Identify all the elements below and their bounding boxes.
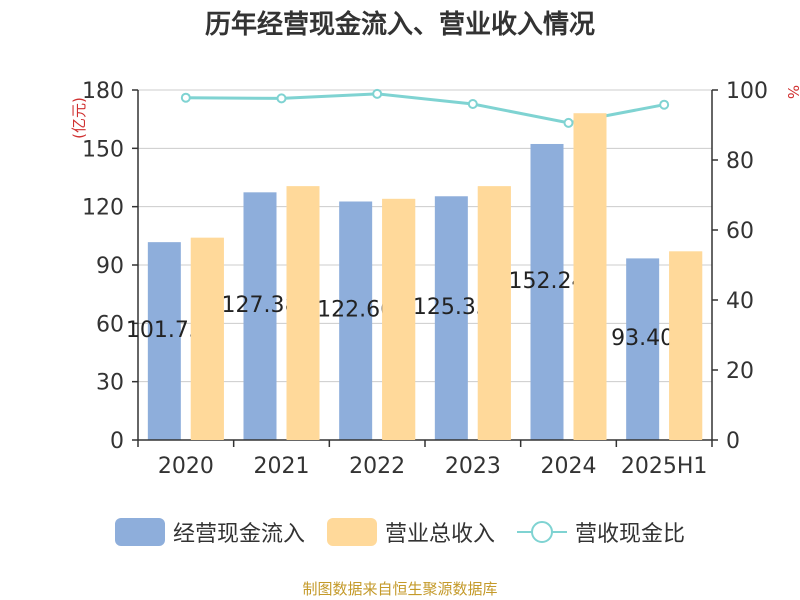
bar-layer [147,113,703,440]
ratio-point [659,99,670,110]
legend-swatch-cash [114,518,165,546]
bar-cash-inflow [626,258,660,440]
legend-label-cash: 经营现金流入 [172,522,305,547]
y-left-tick-label: 0 [110,429,124,454]
x-tick-label: 2022 [349,454,405,479]
bar-cash-inflow [530,143,564,440]
data-label-cash: 93.40 [611,326,674,351]
data-label-cash: 101.75 [126,318,203,343]
bar-revenue-overlay [573,113,607,440]
legend-item-cash[interactable]: 经营现金流入 [114,516,305,548]
x-tick-label: 2021 [254,454,310,479]
legend-swatch-ratio [517,518,567,546]
y-right-tick-label: 20 [726,359,754,384]
ratio-point [467,99,478,109]
bar-cash-inflow [434,196,468,440]
y-right-tick-label: 100 [726,79,768,104]
legend-item-ratio[interactable]: 营收现金比 [517,516,685,548]
bar-revenue-overlay [190,237,224,440]
ratio-point [180,92,191,103]
bar-revenue-overlay [477,186,511,440]
ratio-point [276,93,287,104]
legend-swatch-revenue [326,518,377,546]
chart-title: 历年经营现金流入、营业收入情况 [204,10,595,40]
x-tick-label: 2025H1 [621,454,708,479]
x-tick-label: 2023 [445,454,501,479]
data-label-cash: 122.66 [317,298,394,323]
y-right-tick-label: 0 [726,429,740,454]
data-label-cash: 125.35 [413,295,490,320]
x-tick-label: 2020 [158,454,214,479]
bar-cash-inflow [243,192,277,440]
legend: 经营现金流入 营业总收入 营收现金比 [0,516,800,548]
y-left-tick-label: 60 [96,312,124,337]
bar-cash-inflow [339,201,373,440]
y-right-tick-label: 80 [726,149,754,174]
ratio-point [372,88,383,99]
x-tick-label: 2024 [541,454,597,479]
y-left-tick-label: 90 [96,254,124,279]
y-left-tick-label: 180 [82,79,124,104]
bar-cash-inflow [147,242,181,440]
y-left-tick-label: 30 [96,371,124,396]
legend-item-revenue[interactable]: 营业总收入 [326,516,495,548]
label-layer: 101.75 127.38 122.66 125.35 152.24 93.40 [126,113,703,440]
data-label-cash: 127.38 [222,293,299,318]
y-right-tick-label: 60 [726,219,754,244]
ratio-point [563,117,574,128]
grid-layer [138,89,712,383]
source-note: 制图数据来自恒生聚源数据库 [302,580,498,598]
y-right-tick-label: 40 [726,289,754,314]
legend-label-revenue: 营业总收入 [384,522,495,547]
legend-label-ratio: 营收现金比 [575,522,686,547]
axis-layer: 0 30 60 90 120 150 180 0 20 40 60 80 100 (亿元)% 2020 202… [70,79,800,479]
y-left-axis-label: (亿元) [70,97,88,139]
data-label-cash: 152.24 [509,269,586,294]
y-right-axis-label: % [784,85,800,99]
y-left-tick-label: 120 [82,196,124,221]
bar-revenue-overlay [669,251,703,440]
bar-revenue-overlay [286,186,320,440]
y-left-tick-label: 150 [82,137,124,162]
bar-revenue-overlay [382,198,416,440]
